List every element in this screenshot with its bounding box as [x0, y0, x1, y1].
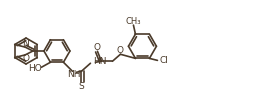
Text: HN: HN	[93, 57, 107, 66]
Text: O: O	[117, 46, 124, 55]
Text: N: N	[22, 39, 29, 48]
Text: S: S	[79, 82, 84, 91]
Text: NH: NH	[67, 70, 80, 79]
Text: CH₃: CH₃	[126, 17, 141, 26]
Text: O: O	[23, 54, 30, 63]
Text: HO: HO	[29, 64, 42, 73]
Text: O: O	[94, 43, 101, 52]
Text: Cl: Cl	[159, 56, 168, 65]
